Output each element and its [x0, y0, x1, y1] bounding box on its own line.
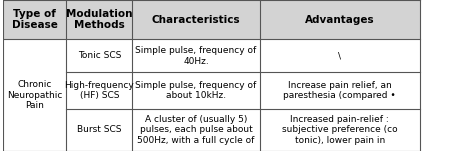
- Text: Simple pulse, frequency of
about 10kHz.: Simple pulse, frequency of about 10kHz.: [136, 81, 256, 100]
- Bar: [3, 0, 66, 39]
- Text: Advantages: Advantages: [305, 15, 374, 25]
- Text: Simple pulse, frequency of
40Hz.: Simple pulse, frequency of 40Hz.: [136, 46, 256, 66]
- Text: Tonic SCS: Tonic SCS: [78, 51, 121, 60]
- Text: High-frequency
(HF) SCS: High-frequency (HF) SCS: [64, 81, 134, 100]
- Text: Increased pain-relief :
subjective preference (co
tonic), lower pain in: Increased pain-relief : subjective prefe…: [282, 115, 398, 145]
- Text: Burst SCS: Burst SCS: [77, 125, 122, 134]
- Text: Characteristics: Characteristics: [152, 15, 240, 25]
- Text: Modulation
Methods: Modulation Methods: [66, 9, 133, 31]
- Text: Chronic
Neuropathic
Pain: Chronic Neuropathic Pain: [7, 80, 63, 110]
- Text: A cluster of (usually 5)
pulses, each pulse about
500Hz, with a full cycle of: A cluster of (usually 5) pulses, each pu…: [137, 115, 255, 145]
- Bar: [132, 0, 260, 39]
- Text: Increase pain relief, an
paresthesia (compared •: Increase pain relief, an paresthesia (co…: [283, 81, 396, 100]
- Text: \: \: [338, 51, 341, 60]
- Bar: [66, 0, 132, 39]
- Bar: [260, 0, 420, 39]
- Text: Type of
Disease: Type of Disease: [12, 9, 58, 31]
